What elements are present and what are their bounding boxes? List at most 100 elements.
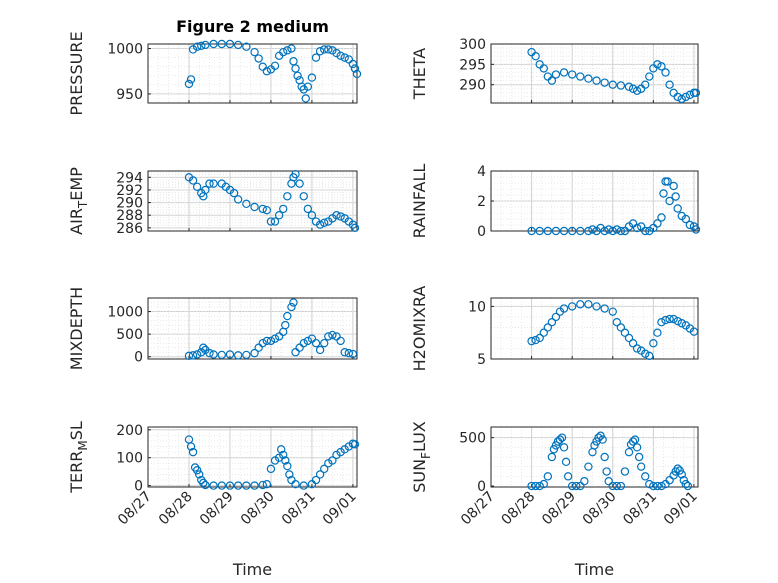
data-point <box>592 302 601 311</box>
data-point <box>641 472 650 481</box>
data-point <box>201 480 210 490</box>
y-axis-label: TERRMSL <box>67 421 90 494</box>
data-point <box>233 481 243 490</box>
data-point <box>225 481 235 490</box>
axes-background <box>491 298 698 359</box>
data-point <box>344 348 354 358</box>
data-point <box>632 344 642 353</box>
data-point <box>217 39 226 49</box>
data-point <box>641 226 650 236</box>
data-point <box>612 317 622 327</box>
y-axis-label-tail: LUX <box>410 421 429 452</box>
axes-frame <box>147 297 358 360</box>
y-axis-label-subscript: F <box>419 452 433 459</box>
data-point <box>340 53 349 62</box>
data-point <box>262 480 272 489</box>
data-point <box>673 316 682 326</box>
y-tick-label: 200 <box>116 423 143 439</box>
data-point <box>184 79 194 89</box>
data-point <box>209 350 218 359</box>
data-point <box>620 467 630 476</box>
data-point <box>299 338 308 348</box>
data-point <box>567 481 577 491</box>
data-point <box>225 39 235 49</box>
data-point <box>673 204 682 213</box>
data-point <box>645 72 654 81</box>
data-point <box>287 302 296 312</box>
y-tick-label: 500 <box>116 327 143 343</box>
data-point <box>584 226 593 236</box>
axes-background <box>491 44 698 103</box>
y-tick-label: 294 <box>116 170 143 186</box>
data-point <box>320 218 329 227</box>
x-tick-label: 08/31 <box>620 489 660 529</box>
y-tick-label: 300 <box>459 37 486 53</box>
data-point <box>320 338 329 348</box>
data-point <box>555 435 565 444</box>
y-axis-label: H2OMIXRA <box>410 286 429 372</box>
data-point <box>242 199 251 209</box>
data-point <box>636 462 646 471</box>
data-point <box>677 470 686 479</box>
data-point <box>600 78 609 87</box>
y-tick-label: 295 <box>459 57 486 73</box>
data-point <box>653 328 662 337</box>
data-point <box>307 211 317 220</box>
data-point <box>336 336 345 346</box>
data-point <box>270 61 280 70</box>
data-point <box>262 336 272 346</box>
data-point <box>630 435 640 444</box>
y-tick-label: 100 <box>116 451 143 467</box>
data-point <box>645 351 654 361</box>
data-point <box>293 71 302 80</box>
y-tick-label: 286 <box>116 221 143 237</box>
subplot-6: 5 10 H2OMIXRA <box>410 286 699 372</box>
data-point <box>250 481 259 490</box>
data-point <box>283 461 292 471</box>
data-point <box>279 47 288 57</box>
data-point <box>192 42 202 51</box>
data-point <box>283 192 292 201</box>
data-point <box>350 223 360 233</box>
data-point <box>205 179 214 188</box>
data-point <box>547 76 557 85</box>
data-point <box>624 82 634 91</box>
data-point <box>258 62 267 71</box>
data-point <box>242 481 251 490</box>
data-point <box>543 472 553 481</box>
data-point <box>535 481 544 491</box>
y-tick-label: 1000 <box>107 42 143 58</box>
data-point <box>303 336 313 346</box>
data-point <box>567 70 577 79</box>
y-axis-label-main: AIR <box>67 208 86 235</box>
axes-frame <box>490 43 699 104</box>
data-point <box>683 481 693 491</box>
data-point <box>299 481 308 490</box>
data-point <box>572 481 581 491</box>
data-point <box>653 481 662 491</box>
data-point <box>336 51 345 61</box>
data-point <box>641 80 650 89</box>
data-point <box>657 317 666 327</box>
data-point <box>608 226 617 236</box>
data-point <box>283 46 292 55</box>
data-point <box>233 195 243 204</box>
data-point <box>677 319 686 328</box>
data-point <box>671 192 680 201</box>
data-point <box>645 479 654 489</box>
data-point <box>551 70 561 79</box>
data-point <box>628 339 638 348</box>
data-point <box>350 64 360 73</box>
data-point <box>632 443 642 452</box>
data-point <box>653 60 662 69</box>
data-point <box>276 445 286 454</box>
data-point <box>604 476 613 486</box>
y-axis-label-main: TERR <box>67 451 86 494</box>
data-point <box>576 72 585 81</box>
y-axis-label: SUNFLUX <box>410 421 433 493</box>
data-point <box>602 467 611 476</box>
data-point <box>661 315 670 325</box>
y-tick-label: 950 <box>116 87 143 103</box>
